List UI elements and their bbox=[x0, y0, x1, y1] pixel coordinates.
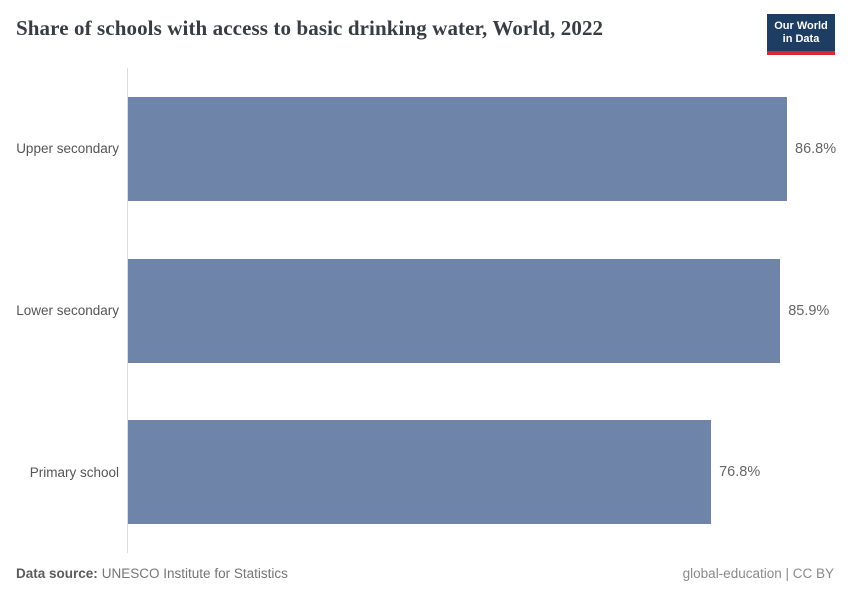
bar[interactable] bbox=[128, 258, 781, 363]
owid-logo-text-line1: Our World bbox=[774, 20, 828, 32]
chart-footer: Data source: UNESCO Institute for Statist… bbox=[0, 553, 850, 600]
license-text: global-education | CC BY bbox=[682, 566, 834, 581]
chart-header: Share of schools with access to basic dr… bbox=[0, 0, 850, 68]
bar-row: Primary school 76.8% bbox=[0, 391, 850, 553]
bar-area: 86.8% bbox=[128, 96, 850, 201]
value-label: 85.9% bbox=[788, 302, 830, 319]
category-label: Primary school bbox=[29, 464, 119, 480]
bar-area: 85.9% bbox=[128, 258, 850, 363]
bar-area: 76.8% bbox=[128, 420, 850, 525]
bar-row: Lower secondary 85.9% bbox=[0, 230, 850, 392]
value-label: 86.8% bbox=[795, 140, 837, 157]
data-source-label: Data source: bbox=[16, 566, 98, 581]
bar[interactable] bbox=[128, 96, 787, 201]
owid-logo[interactable]: Our World in Data bbox=[767, 14, 835, 55]
category-label: Upper secondary bbox=[16, 141, 119, 157]
data-source-text: UNESCO Institute for Statistics bbox=[101, 566, 288, 581]
data-source: Data source: UNESCO Institute for Statist… bbox=[16, 566, 288, 581]
bar[interactable] bbox=[128, 420, 712, 525]
y-axis-line bbox=[127, 68, 128, 553]
bar-rows: Upper secondary 86.8% Lower secondary 85.9%… bbox=[0, 68, 850, 553]
bar-chart: Upper secondary 86.8% Lower secondary 85.9%… bbox=[0, 68, 850, 553]
owid-logo-text-line2: in Data bbox=[782, 33, 820, 45]
value-label: 76.8% bbox=[719, 464, 761, 481]
category-label: Lower secondary bbox=[16, 303, 119, 318]
bar-row: Upper secondary 86.8% bbox=[0, 68, 850, 230]
chart-title: Share of schools with access to basic dr… bbox=[16, 16, 604, 40]
